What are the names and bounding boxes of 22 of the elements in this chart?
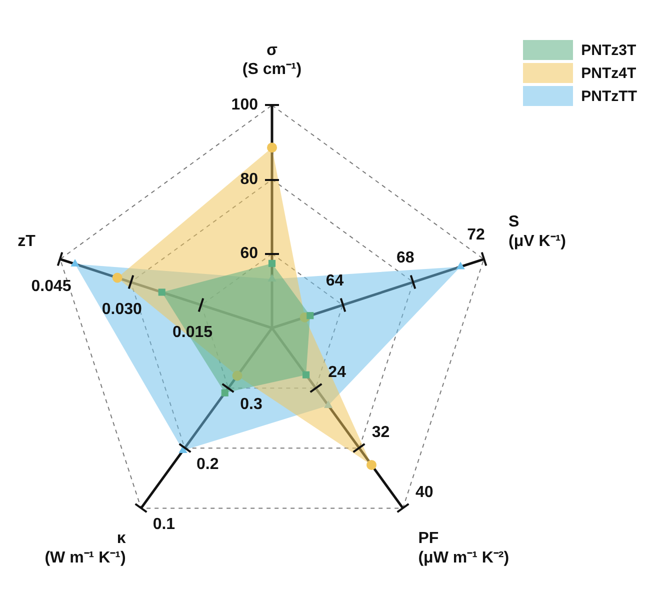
- text: 0.030: [102, 300, 142, 318]
- text: 60: [240, 245, 258, 262]
- text: 32: [372, 424, 390, 441]
- text: 0.3: [240, 396, 262, 414]
- text: 64: [326, 272, 344, 290]
- legend-label: PNTz3T: [581, 42, 636, 58]
- spoke-label: PF (μW m⁻¹ K⁻²): [418, 530, 510, 566]
- text: 0.1: [152, 516, 176, 534]
- text: 0.2: [196, 456, 219, 474]
- text: 100: [231, 96, 258, 114]
- spoke-label: S (μV K⁻¹): [508, 214, 566, 250]
- text: 40: [415, 484, 434, 502]
- text: 0.045: [31, 278, 72, 295]
- legend-label: PNTz4T: [581, 64, 636, 82]
- spoke-label: σ (S cm⁻¹): [242, 42, 302, 78]
- spoke-label: κ (W m⁻¹ K⁻¹): [44, 530, 126, 566]
- text: 68: [396, 249, 414, 266]
- spoke-label: zT: [18, 232, 36, 250]
- text: 80: [240, 170, 258, 188]
- text: 72: [467, 226, 485, 244]
- text: 24: [328, 364, 346, 381]
- legend-label: PNTzTT: [581, 88, 637, 104]
